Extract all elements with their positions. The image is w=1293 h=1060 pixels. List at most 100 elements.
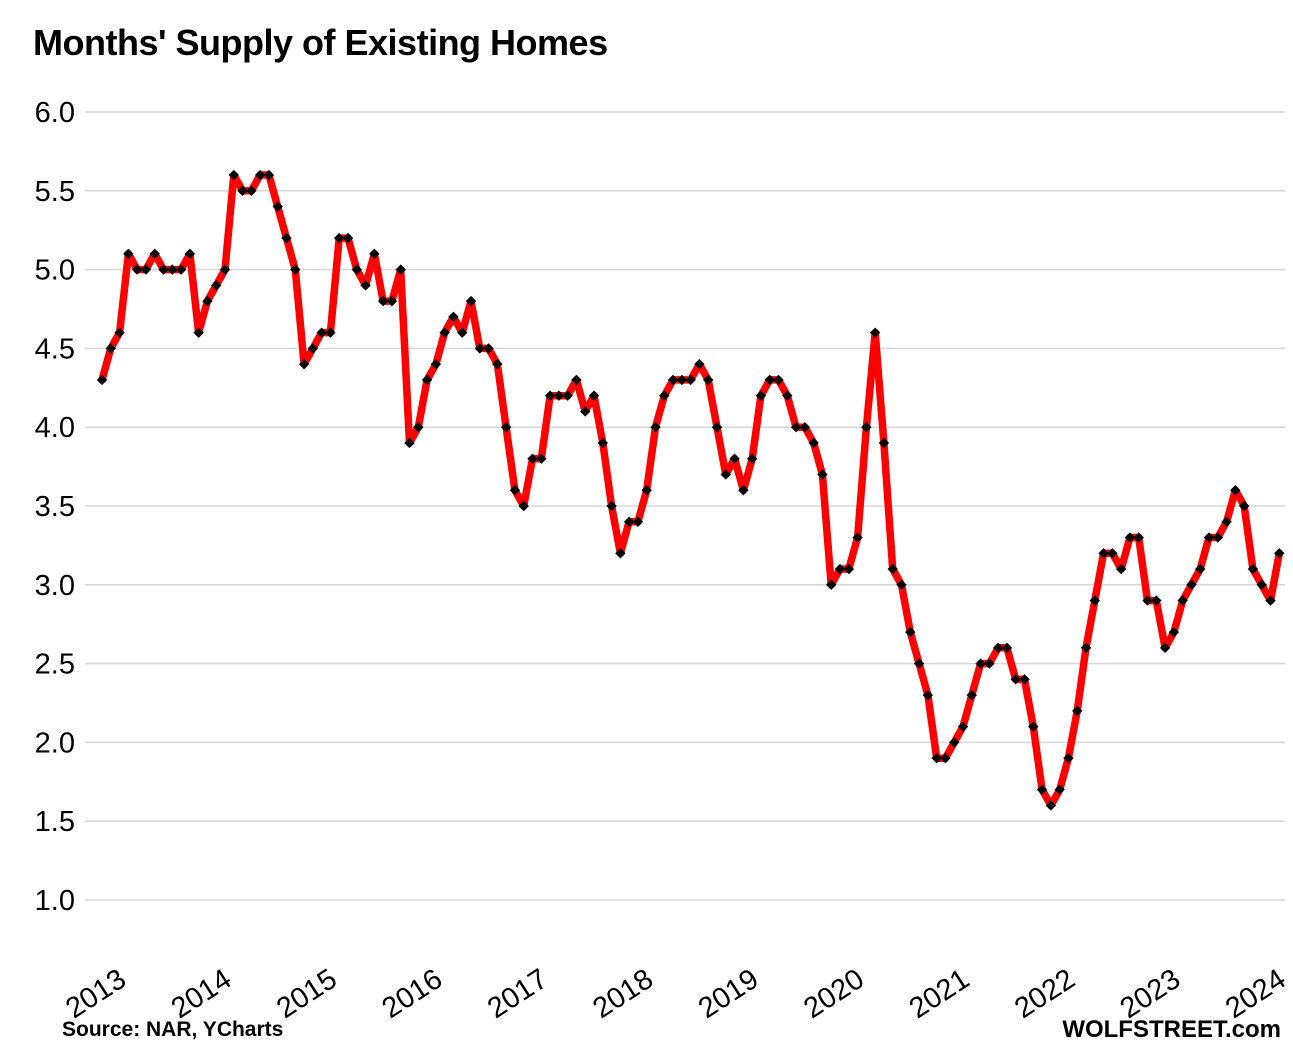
data-point-marker <box>211 280 222 291</box>
data-point-marker <box>922 689 934 701</box>
data-point-marker <box>685 374 696 386</box>
y-tick-label-1.0: 1.0 <box>35 885 75 917</box>
data-point-marker <box>1212 532 1223 543</box>
brand-watermark: WOLFSTREET.com <box>1062 1016 1281 1043</box>
data-point-marker <box>342 232 354 244</box>
data-point-marker <box>316 327 327 338</box>
data-point-marker <box>167 264 178 275</box>
data-point-marker <box>869 327 881 338</box>
data-point-marker <box>826 579 837 590</box>
data-point-marker <box>254 169 266 181</box>
data-point-marker <box>246 185 257 196</box>
y-tick-label-3.5: 3.5 <box>35 491 75 523</box>
data-point-marker <box>228 169 239 181</box>
data-point-marker <box>940 752 951 764</box>
data-point-marker <box>580 406 591 417</box>
data-point-marker <box>272 201 283 212</box>
data-point-marker <box>1036 784 1048 795</box>
data-point-marker <box>175 264 187 275</box>
data-point-marker <box>386 295 398 307</box>
data-point-marker <box>1063 752 1074 764</box>
data-point-marker <box>1247 563 1259 575</box>
data-point-marker <box>1115 563 1127 575</box>
y-tick-label-4.5: 4.5 <box>35 333 75 365</box>
data-point-marker <box>834 563 846 575</box>
data-point-marker <box>746 453 758 464</box>
x-tick-label-2014: 2014 <box>166 963 238 1025</box>
data-point-marker <box>1159 642 1171 654</box>
data-point-marker <box>703 374 714 386</box>
data-point-marker <box>790 422 802 433</box>
data-point-marker <box>1265 595 1276 606</box>
data-point-marker <box>1186 579 1197 590</box>
data-point-marker <box>711 422 723 433</box>
data-point-marker <box>720 469 731 480</box>
data-point-marker <box>140 264 152 275</box>
data-point-marker <box>852 532 863 543</box>
data-point-marker <box>439 327 450 338</box>
data-point-marker <box>1089 595 1100 606</box>
data-point-marker <box>667 374 679 386</box>
data-point-marker <box>518 500 529 512</box>
data-point-marker <box>1107 548 1118 559</box>
data-point-marker <box>114 327 125 338</box>
data-point-marker <box>193 327 204 338</box>
data-point-marker <box>1230 485 1241 496</box>
data-point-marker <box>158 264 169 275</box>
data-point-marker <box>773 374 784 386</box>
data-point-marker <box>105 343 116 354</box>
data-point-marker <box>360 280 371 291</box>
x-tick-label-2017: 2017 <box>482 963 554 1025</box>
data-point-marker <box>1001 642 1013 654</box>
data-point-marker <box>351 264 362 275</box>
data-point-marker <box>588 390 600 401</box>
data-point-marker <box>913 658 925 669</box>
x-tick-label-2021: 2021 <box>904 963 976 1025</box>
data-point-marker <box>96 374 108 386</box>
data-point-marker <box>887 563 898 575</box>
data-point-marker <box>281 232 292 244</box>
data-point-marker <box>421 374 433 386</box>
data-point-marker <box>1238 500 1250 512</box>
data-point-marker <box>395 264 406 275</box>
data-markers <box>96 169 1285 811</box>
data-point-marker <box>623 516 635 527</box>
data-point-marker <box>298 358 310 370</box>
data-point-marker <box>1133 532 1144 543</box>
data-point-marker <box>544 390 556 401</box>
data-point-marker <box>536 453 547 464</box>
data-point-marker <box>413 422 424 433</box>
data-point-marker <box>325 327 336 338</box>
data-point-marker <box>738 485 749 496</box>
x-tick-label-2020: 2020 <box>798 963 870 1025</box>
data-point-marker <box>1054 784 1065 795</box>
data-point-marker <box>1142 595 1153 606</box>
data-point-marker <box>131 264 143 275</box>
data-point-marker <box>992 642 1004 654</box>
data-point-marker <box>799 422 811 433</box>
data-point-marker <box>650 422 661 433</box>
y-tick-label-5.5: 5.5 <box>35 176 75 208</box>
data-point-marker <box>606 500 617 512</box>
data-point-marker <box>1151 595 1162 606</box>
x-tick-label-2015: 2015 <box>271 963 343 1025</box>
data-point-marker <box>290 264 301 275</box>
data-point-marker <box>457 327 468 338</box>
data-point-marker <box>377 295 389 307</box>
data-point-marker <box>571 374 582 386</box>
data-point-marker <box>782 390 793 401</box>
data-point-marker <box>1019 674 1030 685</box>
y-gridlines <box>85 111 1285 901</box>
data-point-marker <box>1098 548 1109 559</box>
data-point-marker <box>483 343 494 354</box>
data-point-marker <box>123 248 134 260</box>
data-point-marker <box>500 422 512 433</box>
data-point-marker <box>931 752 942 764</box>
data-point-marker <box>729 453 740 464</box>
data-point-marker <box>1124 532 1136 543</box>
data-point-marker <box>369 248 380 260</box>
data-point-marker <box>615 548 626 559</box>
data-point-marker <box>1274 548 1285 559</box>
